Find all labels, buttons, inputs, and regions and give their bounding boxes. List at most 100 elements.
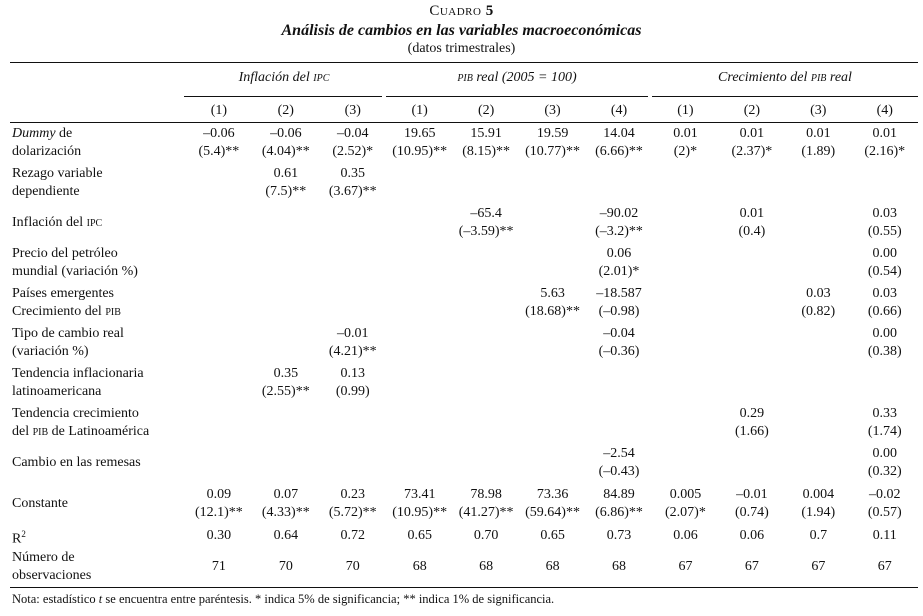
table-row: Dummy de dolarización –0.06 (5.4)** –0.06 (4.…: [10, 123, 918, 163]
cell: [785, 203, 851, 243]
row-label-line1: Tipo de cambio real: [12, 325, 124, 341]
cell: [185, 243, 252, 283]
cell: [453, 403, 519, 443]
cell: 0.23 (5.72)**: [319, 483, 386, 525]
observations-value: 70: [278, 559, 293, 575]
table-note: Nota: estadístico t se encuentra entre p…: [12, 592, 555, 606]
table-row: Cambio en las remesas –2.54 (–0.43) 0.00 (0.…: [10, 443, 918, 483]
row-label-line1: Rezago variable: [12, 165, 103, 181]
cell: [453, 363, 519, 403]
cell: [719, 283, 785, 323]
cell: –0.02 (0.57): [852, 483, 918, 525]
coefficient: 0.00: [872, 445, 898, 461]
coefficient: –0.02: [869, 486, 901, 502]
cell: [652, 443, 718, 483]
coefficient: 0.00: [872, 245, 898, 261]
cell: [785, 243, 851, 283]
table-row: Tendencia crecimiento del pib de Latinoam…: [10, 403, 918, 443]
r-squared-value: 0.65: [407, 528, 432, 544]
t-statistic: (1.66): [734, 423, 769, 439]
t-statistic: (2.37)*: [731, 143, 773, 159]
cell: [719, 363, 785, 403]
row-label: Inflación del ipc: [10, 203, 185, 243]
coefficient: 0.00: [872, 325, 898, 341]
cell: [719, 323, 785, 363]
row-label-line2: mundial (variación %): [12, 263, 138, 279]
t-statistic: (5.72)**: [328, 504, 377, 520]
cell: 0.35 (2.55)**: [253, 363, 319, 403]
t-statistic: (0.74): [734, 504, 769, 520]
t-statistic: (10.95)**: [392, 143, 448, 159]
t-statistic: (4.04)**: [261, 143, 310, 159]
t-statistic: (0.99): [335, 383, 370, 399]
cell: 0.33 (1.74): [852, 403, 918, 443]
row-label-line1: Países emergentes: [12, 285, 114, 301]
coefficient: 0.01: [673, 125, 698, 141]
t-statistic: (–0.36): [598, 343, 640, 359]
coefficient: 14.04: [603, 125, 635, 141]
t-statistic: (4.33)**: [261, 504, 310, 520]
cell: 0.03 (0.82): [785, 283, 851, 323]
cell: [785, 323, 851, 363]
row-label-line1: Tendencia inflacionaria: [12, 365, 144, 381]
t-statistic: (41.27)**: [458, 504, 514, 520]
regression-table: (1) (2) (3) (1) (2) (3) (4) (1) (2) (3) (4) Dummy d…: [10, 100, 918, 586]
t-statistic: (8.15)**: [462, 143, 511, 159]
table-number: 5: [485, 3, 494, 19]
t-statistic: (2.16)*: [864, 143, 906, 159]
r-squared-value: 0.64: [273, 528, 299, 544]
observations-label: Número de observaciones: [12, 550, 92, 584]
coefficient: 0.13: [340, 365, 366, 381]
cell: [719, 243, 785, 283]
table-row: Tendencia inflacionaria latinoamericana 0.…: [10, 363, 918, 403]
cell: [453, 443, 519, 483]
observations-value: 67: [877, 559, 892, 575]
coefficient: 0.005: [669, 486, 702, 502]
column-header: (1): [652, 100, 719, 123]
observations-value: 68: [545, 559, 560, 575]
cell: [719, 163, 785, 203]
column-header-row: (1) (2) (3) (1) (2) (3) (4) (1) (2) (3) (4): [10, 100, 918, 123]
r-squared-value: 0.30: [206, 528, 232, 544]
observations-value: 70: [345, 559, 360, 575]
cell: 0.06 (2.01)*: [586, 243, 652, 283]
cell: –18.587 (–0.98): [586, 283, 652, 323]
group-rule-1: [184, 96, 382, 97]
row-label-line1: Inflación del ipc: [12, 214, 103, 230]
cell: [185, 203, 252, 243]
cell: 0.07 (4.33)**: [253, 483, 319, 525]
r-squared-value: 0.7: [809, 528, 828, 544]
column-header: (3): [519, 100, 586, 123]
cell: [852, 363, 918, 403]
column-header: (3): [785, 100, 852, 123]
row-label-line1: Cambio en las remesas: [12, 454, 141, 470]
cell: [319, 403, 386, 443]
row-label: Tendencia crecimiento del pib de Latinoam…: [10, 403, 185, 443]
t-statistic: (2.52)*: [332, 143, 374, 159]
cell: –0.01 (4.21)**: [319, 323, 386, 363]
observations-value: 71: [211, 559, 226, 575]
t-statistic: (18.68)**: [525, 303, 580, 319]
coefficient: 19.65: [403, 125, 436, 141]
observations-value: 68: [479, 559, 494, 575]
cell: 0.01 (2.37)*: [719, 123, 785, 163]
cell: [652, 163, 718, 203]
coefficient: 0.06: [606, 245, 632, 261]
table-frequency: (datos trimestrales): [407, 41, 516, 56]
row-label-line1: Constante: [12, 495, 68, 511]
r-squared-value: 0.06: [673, 528, 698, 544]
observations-value: 67: [811, 559, 826, 575]
cell: [253, 283, 319, 323]
t-statistic: (–0.98): [598, 303, 640, 319]
t-statistic: (5.4)**: [198, 143, 240, 159]
cell: [185, 323, 252, 363]
coefficient: 0.01: [806, 125, 831, 141]
coefficient: 0.07: [273, 486, 299, 502]
cell: [519, 163, 585, 203]
coefficient: 0.09: [206, 486, 232, 502]
cell: [386, 363, 452, 403]
row-label-line2: del pib de Latinoamérica: [12, 423, 150, 439]
row-label: Constante: [10, 483, 185, 525]
t-statistic: (3.67)**: [328, 183, 377, 199]
cell: –0.06 (4.04)**: [253, 123, 319, 163]
